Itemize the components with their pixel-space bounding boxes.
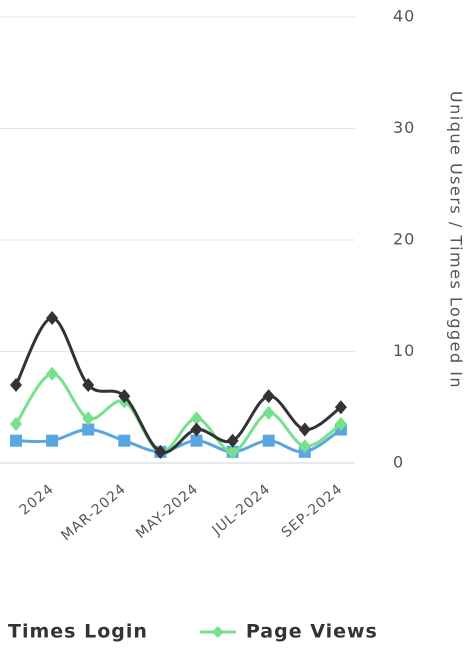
marker [226,444,239,459]
marker [10,434,22,447]
x-tick-label: 2024 [17,481,58,519]
marker [46,434,59,447]
marker [190,434,203,447]
y-tick-label: 10 [393,341,415,360]
marker [10,377,22,392]
marker [118,434,131,447]
x-tick-label: SEP-2024 [279,481,346,541]
series-line [14,316,342,455]
marker [46,311,59,326]
series-line [15,428,342,454]
marker [46,366,59,381]
y-tick-label: 30 [393,118,415,137]
marker [190,422,203,437]
series-line [14,372,342,454]
x-tick-label: JUL-2024 [209,481,274,539]
y-tick-label: 20 [393,230,415,249]
marker [262,389,275,404]
marker [118,389,131,404]
legend-label: Times Login [8,621,148,643]
legend-marker [211,626,224,638]
legend-label: Page Views [246,621,378,643]
marker [226,433,239,448]
marker [298,422,311,437]
x-tick-label: MAR-2024 [58,481,129,544]
marker [262,434,275,447]
marker [298,439,311,454]
y-axis-title: Unique Users / Times Logged In [447,91,466,389]
y-tick-label: 40 [393,7,415,26]
marker [334,400,347,415]
marker [82,411,95,426]
marker [190,411,203,426]
x-tick-label: MAY-2024 [133,481,202,542]
marker [82,423,95,436]
marker [82,377,95,392]
marker [262,405,275,420]
marker [10,416,22,431]
marker [334,416,347,431]
marker [154,444,167,459]
y-tick-label: 0 [393,453,404,472]
